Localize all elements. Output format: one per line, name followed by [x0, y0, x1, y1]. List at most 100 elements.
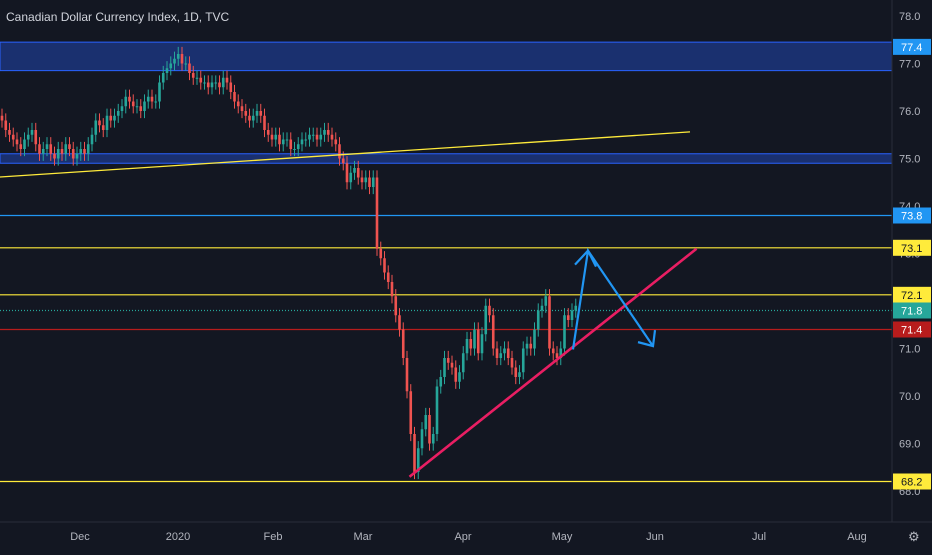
- candle-body: [476, 329, 480, 354]
- x-tick-label: Jul: [752, 531, 766, 543]
- price-tag-label: 73.8: [901, 211, 922, 223]
- candle-body: [364, 177, 368, 183]
- candle-body: [105, 115, 109, 130]
- resistance-zone-1: [0, 153, 893, 164]
- candle-body: [431, 434, 435, 444]
- price-axis: [892, 0, 932, 550]
- candle-body: [109, 115, 113, 121]
- candle-body: [375, 177, 379, 249]
- x-tick-label: 2020: [166, 531, 190, 543]
- candle-body: [180, 54, 184, 64]
- candle-body: [368, 177, 371, 187]
- price-tag: [893, 302, 931, 319]
- candle-body: [71, 149, 75, 159]
- candle-body: [218, 82, 221, 88]
- candle-body: [251, 115, 255, 121]
- candle-body: [536, 310, 540, 330]
- candle-body: [68, 144, 71, 149]
- candle-body: [38, 144, 41, 154]
- candle-body: [165, 68, 169, 73]
- settings-gear-icon[interactable]: ⚙: [908, 529, 920, 544]
- candle-body: [221, 77, 225, 88]
- candle-body: [150, 96, 154, 102]
- candle-body: [278, 134, 281, 145]
- candle-body: [398, 315, 401, 330]
- candle-body: [285, 139, 289, 141]
- candle-body: [64, 144, 68, 154]
- candle-body: [386, 272, 390, 282]
- candle-body: [139, 106, 143, 111]
- candle-body: [90, 134, 94, 145]
- candle-body: [555, 353, 559, 358]
- candle-body: [45, 144, 49, 149]
- candle-body: [465, 339, 469, 354]
- candle-body: [255, 111, 259, 116]
- candle-body: [266, 130, 270, 135]
- resistance-trend-line: [0, 131, 691, 178]
- candle-body: [323, 130, 326, 135]
- price-tag: [893, 207, 931, 224]
- candle-body: [548, 296, 551, 349]
- x-tick-label: Aug: [847, 531, 867, 543]
- candle-body: [131, 101, 135, 107]
- candle-body: [300, 139, 304, 145]
- chart-title: Canadian Dollar Currency Index, 1D, TVC: [6, 10, 230, 24]
- x-tick-label: Jun: [646, 531, 664, 543]
- candle-body: [533, 329, 536, 349]
- candle-body: [510, 358, 514, 368]
- candle-body: [499, 353, 503, 358]
- candle-body: [315, 134, 319, 140]
- candle-body: [559, 348, 563, 358]
- candle-body: [206, 82, 210, 88]
- candle-body: [544, 296, 548, 306]
- candle-body: [191, 73, 195, 78]
- price-tag-label: 71.4: [901, 325, 922, 337]
- price-tag-label: 73.1: [901, 243, 922, 255]
- candle-body: [214, 82, 218, 84]
- candle-body: [311, 134, 315, 136]
- candle-body: [199, 77, 203, 83]
- candle-body: [506, 348, 510, 358]
- candle-body: [495, 348, 499, 358]
- candle-body: [394, 296, 398, 316]
- candle-body: [296, 144, 300, 149]
- candle-body: [75, 153, 79, 159]
- candle-body: [473, 329, 476, 349]
- candle-body: [413, 434, 416, 472]
- candle-body: [4, 120, 8, 130]
- price-tag: [893, 473, 931, 490]
- candle-body: [491, 315, 495, 349]
- candle-body: [169, 63, 173, 69]
- candle-body: [281, 139, 285, 145]
- candle-body: [113, 115, 116, 121]
- candle-body: [435, 386, 439, 434]
- candle-body: [570, 310, 574, 320]
- candle-body: [34, 130, 38, 145]
- candle-body: [454, 367, 458, 382]
- candle-body: [529, 343, 533, 349]
- candle-body: [450, 362, 454, 368]
- candle-body: [158, 82, 161, 102]
- forecast-path-arrow: [571, 247, 654, 350]
- candle-body: [484, 305, 488, 335]
- candle-body: [503, 348, 506, 354]
- candle-body: [308, 134, 311, 140]
- candle-body: [56, 149, 60, 159]
- candle-body: [443, 358, 446, 377]
- candle-body: [60, 149, 64, 154]
- candle-body: [49, 144, 53, 154]
- candle-body: [330, 134, 334, 140]
- candle-body: [521, 348, 525, 373]
- candle-body: [409, 391, 413, 434]
- candle-body: [383, 258, 386, 273]
- price-tag: [893, 38, 931, 55]
- candle-body: [120, 106, 124, 111]
- candle-body: [349, 172, 353, 183]
- y-tick-label: 69.0: [899, 439, 920, 451]
- candle-body: [146, 96, 150, 102]
- candle-body: [135, 106, 139, 108]
- price-tag: [893, 239, 931, 256]
- y-tick-label: 76.0: [899, 106, 920, 118]
- candle-body: [30, 130, 34, 135]
